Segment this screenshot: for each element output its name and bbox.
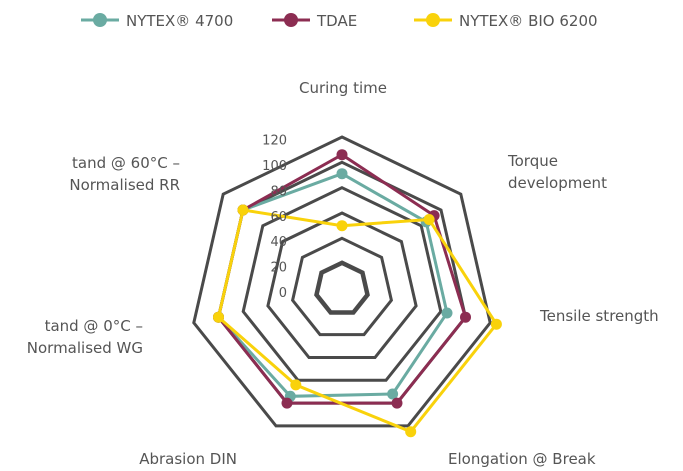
- axis-labels: Curing time Torque development Tensile stre…: [27, 79, 659, 468]
- axis-label-line: Torque: [507, 152, 558, 170]
- axis-label-line: Tensile strength: [539, 307, 659, 325]
- legend-marker: [93, 13, 107, 27]
- data-point: [237, 204, 249, 216]
- series-layer: [213, 149, 502, 438]
- tick-label: 0: [279, 286, 287, 301]
- grid-ring: [241, 186, 443, 382]
- data-point: [405, 426, 417, 438]
- axis-label: Torque development: [507, 152, 607, 192]
- data-point: [336, 149, 348, 161]
- axis-label-line: tand @ 0°C –: [45, 317, 143, 335]
- data-point: [336, 220, 348, 232]
- legend-label: NYTEX® BIO 6200: [459, 12, 598, 30]
- data-point: [423, 214, 435, 225]
- axis-label: Elongation @ Break: [448, 450, 596, 468]
- legend-item: NYTEX® 4700: [81, 12, 233, 30]
- tick-label: 40: [270, 235, 287, 250]
- axis-label-line: Curing time: [299, 79, 387, 97]
- legend: NYTEX® 4700 TDAE NYTEX® BIO 6200: [81, 12, 598, 30]
- grid-ring: [216, 160, 468, 405]
- data-point: [391, 397, 403, 409]
- axis-label-line: Elongation @ Break: [448, 450, 596, 468]
- legend-label: NYTEX® 4700: [126, 12, 233, 30]
- data-point: [387, 388, 399, 400]
- legend-marker: [426, 13, 440, 27]
- radar-grid: [192, 135, 492, 428]
- axis-label-line: tand @ 60°C –: [72, 154, 180, 172]
- legend-item: TDAE: [272, 12, 357, 30]
- tick-label: 20: [270, 261, 287, 276]
- axis-label-line: Normalised WG: [27, 339, 143, 357]
- tick-labels: 0 20 40 60 80 100 120: [262, 134, 287, 301]
- tick-label: 100: [262, 159, 287, 174]
- series-line: [216, 208, 499, 434]
- grid-ring: [266, 211, 418, 359]
- data-point: [281, 397, 293, 409]
- tick-label: 120: [262, 134, 287, 149]
- grid-ring: [192, 135, 492, 428]
- tick-label: 80: [270, 184, 287, 199]
- axis-label-line: Abrasion DIN: [139, 450, 237, 468]
- data-point: [213, 311, 224, 323]
- axis-label: tand @ 0°C – Normalised WG: [27, 317, 143, 357]
- series: [213, 204, 502, 438]
- data-point: [336, 168, 348, 180]
- axis-label: Abrasion DIN: [139, 450, 237, 468]
- data-point: [441, 307, 453, 319]
- axis-label: Tensile strength: [539, 307, 659, 325]
- legend-marker: [284, 13, 298, 27]
- data-point: [460, 311, 471, 323]
- axis-label-line: development: [508, 174, 607, 192]
- grid-ring: [315, 262, 369, 314]
- axis-label-line: Normalised RR: [69, 176, 180, 194]
- series-line: [216, 152, 468, 405]
- axis-label: tand @ 60°C – Normalised RR: [69, 154, 180, 194]
- grid-ring: [314, 260, 370, 315]
- data-point: [490, 318, 502, 330]
- tick-label: 60: [270, 210, 287, 225]
- grid-ring: [290, 236, 394, 337]
- axis-label: Curing time: [299, 79, 387, 97]
- legend-label: TDAE: [316, 12, 357, 30]
- data-point: [290, 379, 302, 391]
- legend-item: NYTEX® BIO 6200: [414, 12, 598, 30]
